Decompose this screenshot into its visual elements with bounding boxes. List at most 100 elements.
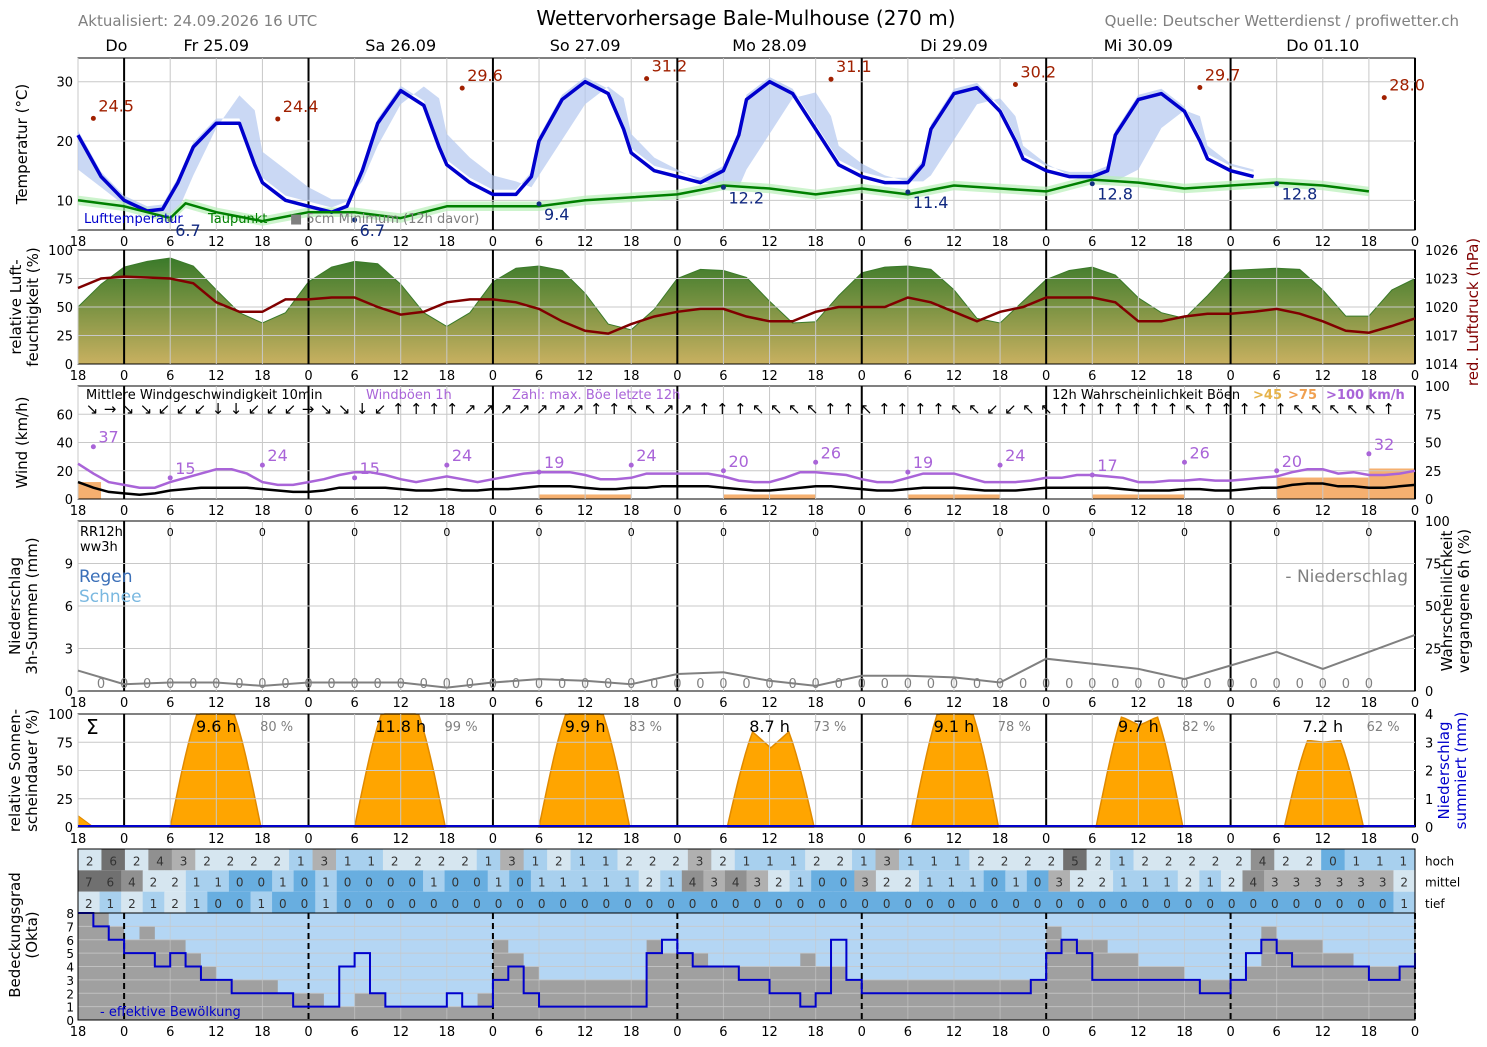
rr12h-value: 0 <box>536 526 543 539</box>
cloud-layer-value: 0 <box>797 897 805 911</box>
hour-tick-label: 12 <box>946 504 963 519</box>
wind-direction-arrow: ↖ <box>644 400 657 418</box>
precip-legend: - Niederschlag <box>1285 567 1408 587</box>
cloud-layer-value: 2 <box>171 897 179 911</box>
cloud-layer-cell <box>640 849 665 871</box>
wind-direction-arrow: ↖ <box>770 400 783 418</box>
hour-tick-label: 0 <box>858 369 866 384</box>
cloud-layer-cell <box>805 849 830 871</box>
cloud-layer-value: 0 <box>1012 897 1020 911</box>
wind-direction-arrow: ↙ <box>986 400 999 418</box>
wind-direction-arrow: ↙ <box>284 400 297 418</box>
hour-tick-label: 0 <box>489 1025 497 1040</box>
cloud-layer-cell <box>1091 891 1114 913</box>
cloud-layer-cell <box>250 891 273 913</box>
min-temp-label: 12.8 <box>1097 185 1133 204</box>
hour-tick-label: 12 <box>208 832 225 847</box>
wind-direction-arrow: ↗ <box>482 400 495 418</box>
cloud-layer-value: 1 <box>790 854 798 868</box>
rr12h-value: 0 <box>259 526 266 539</box>
rr3h-value: 0 <box>1180 677 1188 692</box>
hour-tick-label: 12 <box>761 235 778 250</box>
wind-direction-arrow: ↗ <box>554 400 567 418</box>
rr3h-value: 0 <box>189 677 197 692</box>
hour-tick-label: 18 <box>807 1025 824 1040</box>
temp-legend-item: Taupunkt <box>207 212 267 227</box>
cloud-layer-cell <box>358 891 381 913</box>
hour-tick-label: 12 <box>761 369 778 384</box>
cloud-layer-value: 0 <box>1034 897 1042 911</box>
wind-direction-arrow: ↑ <box>1094 400 1107 418</box>
cloud-layer-value: 1 <box>581 876 589 890</box>
cloud-layer-value: 1 <box>1163 876 1171 890</box>
sunshine-y-label-line: scheindauer (%) <box>23 709 41 832</box>
cloud-layer-value: 0 <box>1271 897 1279 911</box>
max-temp-marker <box>828 76 834 82</box>
cloud-layer-cell <box>195 849 220 871</box>
rr3h-value: 0 <box>466 677 474 692</box>
rr3h-value: 0 <box>996 677 1004 692</box>
cloud-layer-value: 0 <box>1249 897 1257 911</box>
gust-marker <box>720 468 726 474</box>
cloud-layer-value: 0 <box>408 876 416 890</box>
cloud-layer-value: 0 <box>1379 897 1387 911</box>
cloud-layer-value: 6 <box>107 876 115 890</box>
gust-marker <box>628 462 634 468</box>
rr3h-value: 0 <box>858 677 866 692</box>
rr3h-value: 0 <box>258 677 266 692</box>
wind-direction-arrow: ↖ <box>752 400 765 418</box>
cloud-layer-value: 0 <box>775 897 783 911</box>
cloud-layer-value: 1 <box>969 876 977 890</box>
cloud-layer-cell <box>379 870 402 892</box>
cloud-layer-cell <box>922 849 947 871</box>
rr3h-value: 0 <box>1111 677 1119 692</box>
cloud-layer-cell <box>429 849 454 871</box>
cloud-layer-value: 0 <box>1314 897 1322 911</box>
hour-tick-label: 0 <box>304 235 312 250</box>
cloud-layer-cell <box>101 849 126 871</box>
cloud-layer-value: 2 <box>128 897 136 911</box>
hour-tick-label: 18 <box>254 235 271 250</box>
cloud-layer-value: 2 <box>977 854 985 868</box>
air-temperature-line <box>76 79 1255 214</box>
hour-tick-label: 12 <box>1130 696 1147 711</box>
humidity-y-label: relative Luft-feuchtigkeit (%) <box>7 247 42 367</box>
wind-direction-arrow: ↗ <box>680 400 693 418</box>
hour-tick-label: 6 <box>904 504 912 519</box>
cloud-layer-cell <box>1350 870 1373 892</box>
sunshine-hours-total: 9.9 h <box>565 717 606 736</box>
cloud-layer-value: 2 <box>414 854 422 868</box>
rr3h-value: 0 <box>1042 677 1050 692</box>
gust-marker <box>997 462 1003 468</box>
cloud-layer-cell <box>1048 891 1071 913</box>
rr3h-value: 0 <box>973 677 981 692</box>
cloud-layer-cell <box>1393 891 1416 913</box>
cloud-layer-cell <box>453 849 478 871</box>
cloud-layer-cell <box>476 849 501 871</box>
cloud-layer-value: 2 <box>813 854 821 868</box>
sunshine-hours-total: 9.1 h <box>934 717 975 736</box>
hour-tick-label: 6 <box>535 696 543 711</box>
rr3h-value: 0 <box>1226 677 1234 692</box>
hour-tick-label: 18 <box>70 832 87 847</box>
cloud-layer-value: 0 <box>861 897 869 911</box>
cloud-layer-value: 0 <box>1228 897 1236 911</box>
precip-y-label-line: 3h-Summen (mm) <box>23 537 41 674</box>
rr12h-value: 0 <box>167 526 174 539</box>
gust-max-label: 37 <box>98 428 118 447</box>
gust-marker <box>1366 451 1372 457</box>
hour-tick-label: 18 <box>254 504 271 519</box>
gust-max-label: 19 <box>913 453 933 472</box>
hour-tick-label: 6 <box>535 832 543 847</box>
precip-y-tick: 3 <box>65 643 73 658</box>
wind-gust-line <box>77 462 1416 489</box>
hour-tick-label: 18 <box>439 369 456 384</box>
hour-tick-label: 12 <box>1315 696 1332 711</box>
cloud-layer-cell <box>272 870 295 892</box>
hour-tick-label: 18 <box>1176 369 1193 384</box>
hour-tick-label: 6 <box>166 235 174 250</box>
wind-direction-arrow: ↑ <box>878 400 891 418</box>
cloud-layer-value: 3 <box>180 854 188 868</box>
hour-tick-label: 12 <box>761 504 778 519</box>
cloud-layer-value: 1 <box>495 876 503 890</box>
